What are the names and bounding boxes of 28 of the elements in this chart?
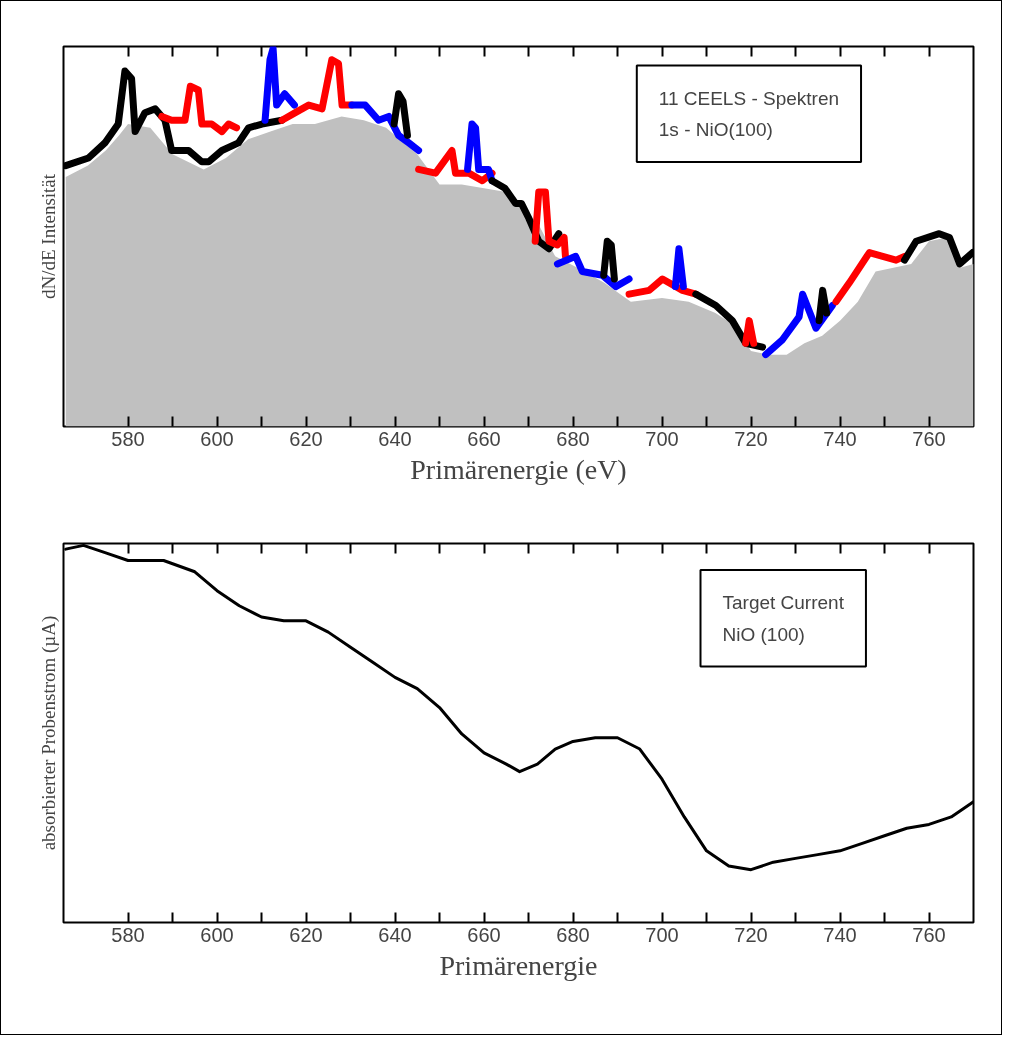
- x-tick-label: 660: [467, 427, 501, 450]
- x-tick-label: 600: [200, 923, 234, 946]
- x-tick-label: 680: [556, 923, 590, 946]
- x-tick-label: 620: [289, 427, 323, 450]
- x-tick-label: 600: [200, 427, 234, 450]
- x-axis-title: Primärenergie (eV): [410, 453, 627, 485]
- x-tick-label: 660: [467, 923, 501, 946]
- annotation: NiO (100): [722, 623, 805, 645]
- x-tick-label: 700: [645, 923, 679, 946]
- x-tick-label: 720: [734, 427, 768, 450]
- annotation: Target Current: [722, 592, 845, 614]
- annotation: 1s - NiO(100): [658, 119, 773, 140]
- annotation: 11 CEELS - Spektren: [658, 87, 840, 109]
- x-tick-label: 640: [378, 427, 412, 450]
- x-tick-label: 720: [734, 923, 768, 946]
- y-axis-title: absorbierter Probenstrom (µA): [37, 615, 60, 851]
- x-tick-label: 580: [111, 427, 145, 450]
- x-tick-label: 760: [912, 427, 946, 450]
- x-tick-label: 640: [378, 923, 412, 946]
- x-tick-label: 740: [823, 923, 857, 946]
- y-axis-title: dN/dE Intensität: [37, 173, 59, 300]
- x-tick-label: 740: [823, 427, 857, 450]
- x-tick-label: 700: [645, 427, 679, 450]
- x-tick-label: 680: [556, 427, 590, 450]
- x-tick-label: 580: [111, 923, 145, 946]
- x-axis-title: Primärenergie: [439, 949, 598, 981]
- x-tick-label: 620: [289, 923, 323, 946]
- x-tick-label: 760: [912, 923, 946, 946]
